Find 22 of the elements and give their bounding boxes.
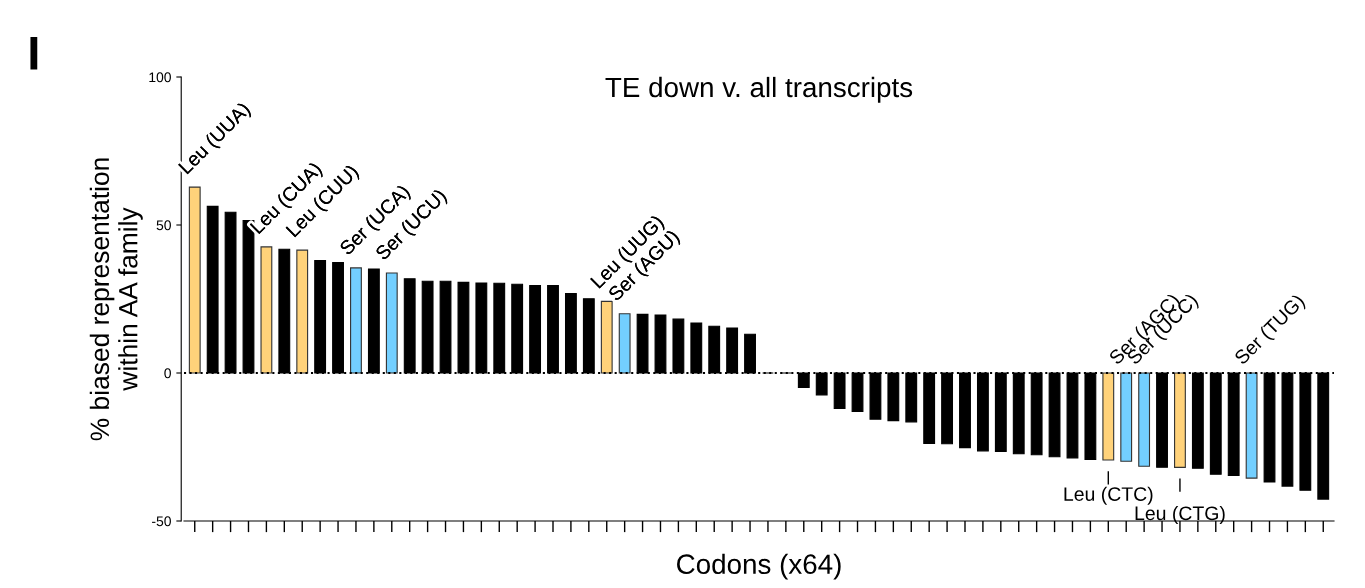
bar [188, 186, 201, 374]
y-tick-label: 100 [149, 72, 171, 83]
x-axis-title: Codons (x64) [677, 553, 841, 580]
bar [1174, 372, 1186, 468]
bar [385, 272, 398, 374]
y-tick-label: -50 [152, 516, 171, 527]
data-label: Leu (CTC) [1064, 486, 1153, 505]
bar [1245, 372, 1258, 479]
chart-title: TE down v. all transcripts [605, 76, 913, 103]
text: I [30, 37, 38, 70]
bar [296, 249, 309, 374]
y-tick-label: 0 [164, 368, 171, 379]
y-axis-title: % biased representation within AA family [89, 158, 143, 441]
bar [1102, 372, 1115, 461]
bar [600, 300, 613, 374]
bar [1138, 372, 1151, 467]
bar [618, 313, 631, 374]
bar [350, 267, 362, 374]
data-label: Leu (CTG) [1135, 505, 1225, 525]
y-tick-label: 50 [156, 220, 171, 231]
bar [260, 246, 273, 374]
bar [1120, 372, 1133, 462]
